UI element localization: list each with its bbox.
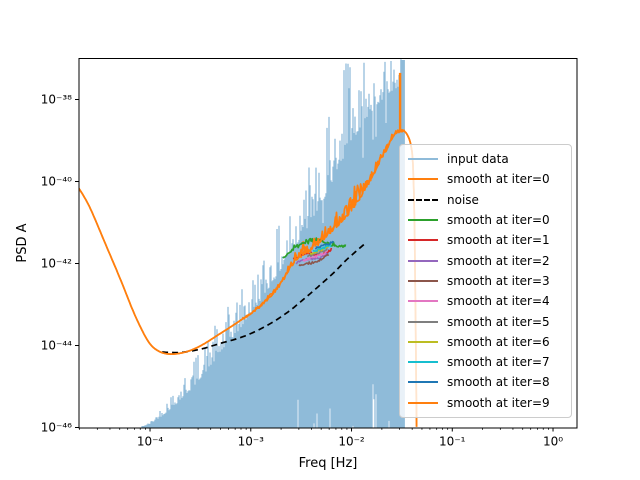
- x-tick-label: 10⁰: [543, 435, 563, 449]
- x-axis-label: Freq [Hz]: [299, 456, 358, 471]
- legend-entry-4-smooth-at-iter-1: smooth at iter=1: [400, 230, 571, 250]
- legend-line-sample: [408, 361, 438, 364]
- series-smooth-at-iter-6: [309, 245, 330, 255]
- legend-entry-0-input-data: input data: [400, 149, 571, 169]
- y-tick-label: 10⁻⁴⁴: [41, 339, 72, 353]
- legend-label: smooth at iter=0: [447, 213, 550, 228]
- plot-border: [78, 58, 578, 429]
- legend-entry-11-smooth-at-iter-8: smooth at iter=8: [400, 372, 571, 392]
- legend-line-sample: [408, 340, 438, 343]
- legend-label: smooth at iter=5: [447, 314, 550, 329]
- legend-label: smooth at iter=9: [447, 395, 550, 410]
- axis-tick-labels: 10⁻⁴ 10⁻³ 10⁻² 10⁻¹ 10⁰ 10⁻³⁸ 10⁻⁴⁰ 10⁻⁴² 10⁻⁴⁴ 1…: [41, 93, 563, 449]
- y-tick-label: 10⁻⁴²: [41, 257, 72, 271]
- x-tick-label: 10⁻²: [338, 435, 365, 449]
- legend-line-sample: [408, 300, 438, 303]
- legend-entry-6-smooth-at-iter-3: smooth at iter=3: [400, 271, 571, 291]
- legend-line-sample: [408, 158, 438, 161]
- legend-line-sample: [408, 239, 438, 242]
- legend-line-sample: [408, 401, 438, 404]
- y-axis-label: PSD A: [15, 223, 30, 262]
- series-smooth-at-iter-3: [298, 253, 330, 267]
- series-smooth-at-iter-4: [302, 250, 328, 262]
- legend-entry-9-smooth-at-iter-6: smooth at iter=6: [400, 332, 571, 352]
- legend-line-sample: [408, 279, 438, 282]
- legend-entry-12-smooth-at-iter-9: smooth at iter=9: [400, 393, 571, 413]
- legend-entry-2-noise: noise: [400, 190, 571, 210]
- legend-label: smooth at iter=2: [447, 253, 550, 268]
- legend-label: smooth at iter=1: [447, 233, 550, 248]
- series-smooth-at-iter-8: [314, 240, 335, 250]
- legend-line-sample: [408, 178, 438, 181]
- data-series-layer: [79, 59, 418, 428]
- legend-line-sample: [408, 219, 438, 222]
- legend-box: input data smooth at iter=0 noise smooth at…: [399, 144, 572, 418]
- legend-label: smooth at iter=7: [447, 355, 550, 370]
- legend-entry-3-smooth-at-iter-0: smooth at iter=0: [400, 210, 571, 230]
- x-tick-label: 10⁻¹: [439, 435, 466, 449]
- legend-line-sample: [408, 381, 438, 384]
- legend-label: noise: [447, 192, 479, 207]
- legend-label: smooth at iter=8: [447, 375, 550, 390]
- series-smooth-at-iter-5: [306, 247, 328, 258]
- legend-line-sample: [408, 198, 438, 201]
- x-tick-label: 10⁻⁴: [137, 435, 164, 449]
- axis-ticks: [75, 99, 554, 432]
- legend-entry-10-smooth-at-iter-7: smooth at iter=7: [400, 352, 571, 372]
- y-tick-label: 10⁻⁴⁰: [41, 175, 72, 189]
- legend-label: smooth at iter=0: [447, 172, 550, 187]
- x-tick-label: 10⁻³: [238, 435, 265, 449]
- y-tick-label: 10⁻³⁸: [41, 93, 72, 107]
- series-smooth-at-iter-2: [295, 252, 328, 265]
- legend-line-sample: [408, 320, 438, 323]
- legend-label: input data: [447, 152, 509, 167]
- legend-label: smooth at iter=4: [447, 294, 550, 309]
- legend-line-sample: [408, 259, 438, 262]
- legend-entry-1-smooth-at-iter-0: smooth at iter=0: [400, 169, 571, 189]
- series-noise: [162, 242, 367, 354]
- series-input-data: [141, 59, 402, 428]
- legend-label: smooth at iter=3: [447, 273, 550, 288]
- legend-entry-7-smooth-at-iter-4: smooth at iter=4: [400, 291, 571, 311]
- series-smooth-at-iter-9: [79, 128, 418, 427]
- y-tick-label: 10⁻⁴⁶: [41, 421, 72, 435]
- legend-entry-8-smooth-at-iter-5: smooth at iter=5: [400, 312, 571, 332]
- series-smooth-at-iter-7: [312, 243, 332, 252]
- legend-entry-5-smooth-at-iter-2: smooth at iter=2: [400, 251, 571, 271]
- legend-label: smooth at iter=6: [447, 334, 550, 349]
